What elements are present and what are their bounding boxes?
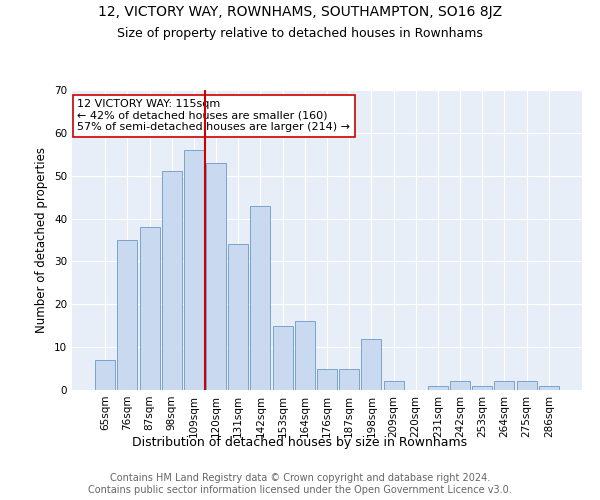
Bar	[272, 326, 293, 390]
Bar	[250, 206, 271, 390]
Bar	[140, 227, 160, 390]
Bar	[228, 244, 248, 390]
Y-axis label: Number of detached properties: Number of detached properties	[35, 147, 49, 333]
Bar	[295, 322, 315, 390]
Bar	[95, 360, 115, 390]
Bar	[494, 382, 514, 390]
Bar	[517, 382, 536, 390]
Text: 12 VICTORY WAY: 115sqm
← 42% of detached houses are smaller (160)
57% of semi-de: 12 VICTORY WAY: 115sqm ← 42% of detached…	[77, 99, 350, 132]
Bar	[383, 382, 404, 390]
Bar	[539, 386, 559, 390]
Text: Size of property relative to detached houses in Rownhams: Size of property relative to detached ho…	[117, 28, 483, 40]
Text: Distribution of detached houses by size in Rownhams: Distribution of detached houses by size …	[133, 436, 467, 449]
Bar	[339, 368, 359, 390]
Bar	[118, 240, 137, 390]
Text: 12, VICTORY WAY, ROWNHAMS, SOUTHAMPTON, SO16 8JZ: 12, VICTORY WAY, ROWNHAMS, SOUTHAMPTON, …	[98, 5, 502, 19]
Bar	[184, 150, 204, 390]
Text: Contains HM Land Registry data © Crown copyright and database right 2024.
Contai: Contains HM Land Registry data © Crown c…	[88, 474, 512, 495]
Bar	[450, 382, 470, 390]
Bar	[317, 368, 337, 390]
Bar	[162, 172, 182, 390]
Bar	[206, 163, 226, 390]
Bar	[428, 386, 448, 390]
Bar	[361, 338, 382, 390]
Bar	[472, 386, 492, 390]
